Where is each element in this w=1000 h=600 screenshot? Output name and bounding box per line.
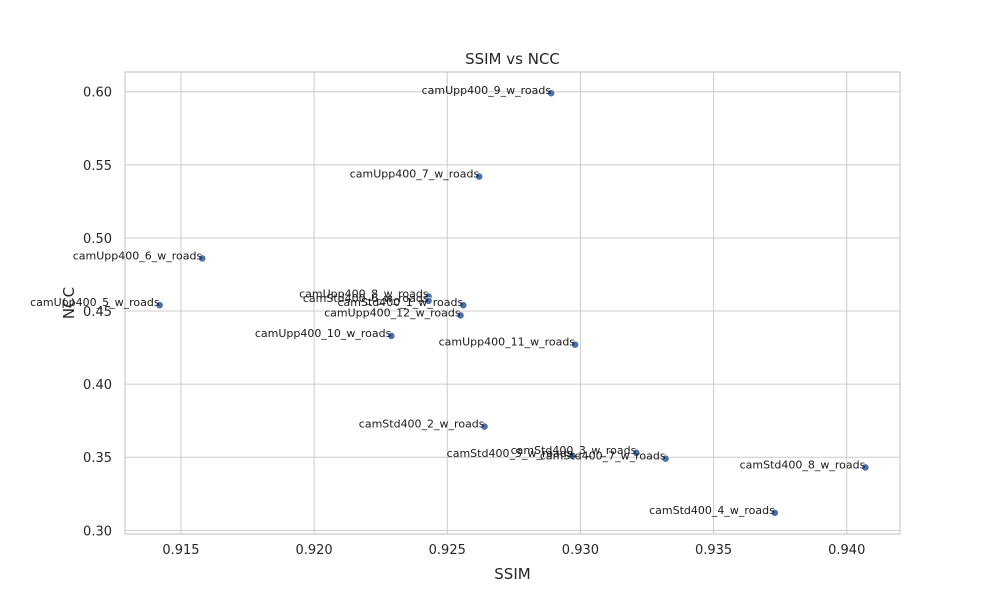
y-tick-label: 0.60: [83, 86, 112, 101]
x-tick-label: 0.940: [828, 543, 865, 558]
data-point: [424, 296, 433, 305]
point-label: camStd400_4_w_roads: [649, 504, 775, 517]
point-labels: camUpp400_9_w_roads camUpp400_7_w_roadsca…: [30, 84, 865, 517]
data-point: [198, 254, 207, 263]
data-point: [661, 454, 670, 463]
point-label: camUpp400_5_w_roads: [30, 296, 160, 309]
data-point: [861, 463, 870, 472]
point-label: camUpp400_12_w_roads: [324, 306, 461, 319]
chart-title: SSIM vs NCC: [465, 50, 560, 68]
y-tick-label: 0.55: [83, 159, 112, 174]
y-tick-label: 0.35: [83, 451, 112, 466]
point-label: camUpp400_7_w_roads: [350, 168, 480, 181]
y-axis-label: NCC: [60, 287, 78, 319]
data-points: [155, 89, 870, 517]
x-tick-label: 0.930: [562, 543, 599, 558]
point-label: camStd400_7_w_roads: [540, 450, 666, 463]
point-label: camStd400_3_w_roads: [511, 444, 637, 457]
point-label: camUpp400_6_w_roads: [73, 249, 203, 262]
x-axis-label: SSIM: [494, 565, 530, 583]
data-point: [480, 422, 489, 431]
plot-frame: [124, 71, 901, 535]
data-point: [770, 508, 779, 517]
x-tick-label: 0.935: [695, 543, 732, 558]
data-point: [475, 172, 484, 181]
point-label: camStd400_5_w_roads: [447, 447, 573, 460]
point-label: camUpp400_11_w_roads: [439, 336, 576, 349]
point-label: camStd400_6_w_roads: [303, 292, 429, 305]
data-point: [387, 331, 396, 340]
data-point: [459, 301, 468, 310]
point-label: camStd400_2_w_roads: [359, 418, 485, 431]
point-label: camUpp400_10_w_roads: [255, 327, 392, 340]
data-point: [632, 448, 641, 457]
x-tick-label: 0.915: [162, 543, 199, 558]
y-tick-label: 0.45: [83, 305, 112, 320]
data-point: [155, 301, 164, 310]
data-point: [571, 340, 579, 349]
data-point: [456, 311, 465, 320]
point-label: camUpp400_9_w_roads: [422, 84, 552, 97]
grid-lines: [125, 72, 900, 534]
point-label: camStd400_8_w_roads: [740, 458, 866, 471]
data-point: [568, 451, 577, 460]
y-tick-label: 0.50: [83, 232, 112, 247]
x-tick-label: 0.925: [429, 543, 466, 558]
y-tick-label: 0.40: [83, 378, 112, 393]
y-tick-label: 0.30: [83, 524, 112, 539]
tick-labels: 0.915 0.920 0.925 0.930 0.935 0.940 0.30 0.35 0.…: [83, 86, 865, 558]
x-tick-label: 0.920: [295, 543, 332, 558]
point-label: camUpp400_8_w_roads: [299, 287, 429, 300]
point-label: camStd400_1_w_roads: [337, 296, 463, 309]
data-point: [547, 89, 556, 98]
